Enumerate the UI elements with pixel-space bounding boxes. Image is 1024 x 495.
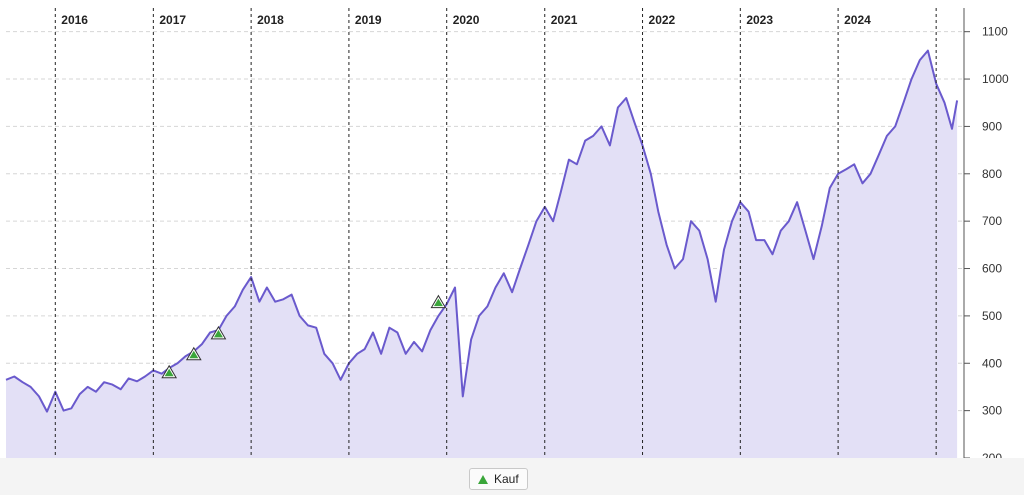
buy-marker-3[interactable] [433, 298, 443, 307]
y-tick-label-400: 400 [982, 356, 1002, 370]
legend[interactable]: Kauf [469, 468, 528, 490]
buy-markers [161, 294, 447, 379]
y-tick-label-1000: 1000 [982, 72, 1009, 86]
year-label-2019: 2019 [355, 13, 382, 27]
buy-marker-0[interactable] [164, 368, 174, 377]
year-separators: 2016 2017 2018 2019 2020 2021 2022 2023 2024 [54, 8, 937, 458]
price-area-fill [6, 50, 958, 458]
year-label-2018: 2018 [257, 13, 284, 27]
year-label-2021: 2021 [551, 13, 578, 27]
y-axis-ticks: 20030040050060070080090010001100 [964, 25, 1009, 465]
y-tick-label-700: 700 [982, 214, 1002, 228]
year-label-2024: 2024 [844, 13, 871, 27]
year-label-2020: 2020 [453, 13, 480, 27]
y-tick-label-600: 600 [982, 262, 1002, 276]
buy-marker-2[interactable] [213, 329, 223, 338]
triangle-up-icon [478, 474, 488, 484]
buy-marker-1[interactable] [189, 350, 199, 359]
year-label-2023: 2023 [746, 13, 773, 27]
y-tick-label-800: 800 [982, 167, 1002, 181]
legend-label-kauf: Kauf [494, 472, 519, 486]
y-tick-label-500: 500 [982, 309, 1002, 323]
y-tick-label-300: 300 [982, 404, 1002, 418]
price-line [5, 49, 959, 413]
y-tick-label-1100: 1100 [982, 25, 1008, 39]
year-label-2017: 2017 [159, 13, 186, 27]
y-tick-label-900: 900 [982, 119, 1002, 133]
year-label-2016: 2016 [61, 13, 88, 27]
year-label-2022: 2022 [649, 13, 676, 27]
